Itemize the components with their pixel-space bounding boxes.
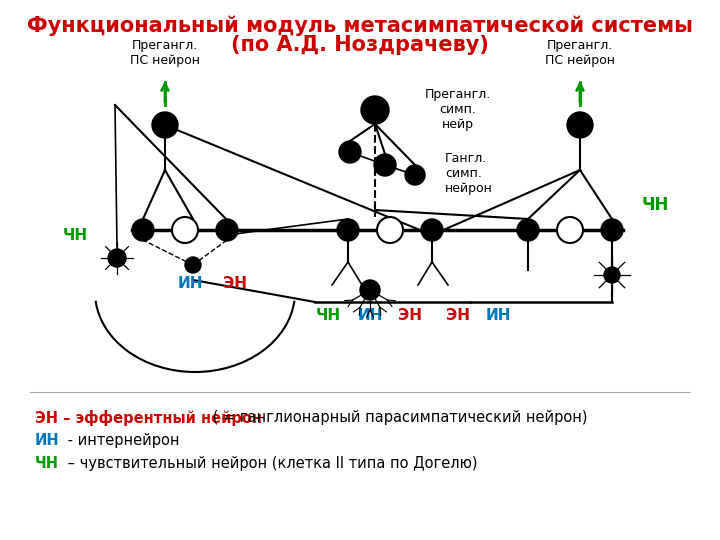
Circle shape: [361, 96, 389, 124]
Circle shape: [360, 280, 380, 300]
Text: Прегангл.
ПС нейрон: Прегангл. ПС нейрон: [130, 39, 200, 67]
Circle shape: [517, 219, 539, 241]
Circle shape: [216, 219, 238, 241]
Text: Гангл.
симп.
нейрон: Гангл. симп. нейрон: [445, 152, 493, 195]
Text: ИН: ИН: [485, 308, 510, 323]
Text: Функциональный модуль метасимпатической системы: Функциональный модуль метасимпатической …: [27, 15, 693, 36]
Circle shape: [601, 219, 623, 241]
Circle shape: [337, 219, 359, 241]
Text: ЧН: ЧН: [642, 196, 669, 214]
Circle shape: [172, 217, 198, 243]
Text: ЭН: ЭН: [223, 276, 247, 291]
Text: ( = ганглионарный парасимпатический нейрон): ( = ганглионарный парасимпатический нейр…: [208, 410, 588, 425]
Circle shape: [405, 165, 425, 185]
Circle shape: [421, 219, 443, 241]
Circle shape: [185, 257, 201, 273]
Text: ЭН – эфферентный нейрон: ЭН – эфферентный нейрон: [35, 410, 262, 426]
Text: ЭН: ЭН: [446, 308, 470, 323]
Text: – чувствительный нейрон (клетка II типа по Догелю): – чувствительный нейрон (клетка II типа …: [63, 456, 477, 471]
Text: Прегангл.
симп.
нейр: Прегангл. симп. нейр: [425, 88, 491, 131]
Text: ЧН: ЧН: [315, 308, 341, 323]
Circle shape: [108, 249, 126, 267]
Circle shape: [339, 141, 361, 163]
Text: ИН: ИН: [177, 276, 203, 291]
Circle shape: [604, 267, 620, 283]
Text: ЧН: ЧН: [63, 228, 88, 243]
Text: ИН: ИН: [35, 433, 60, 448]
Text: ЧН: ЧН: [35, 456, 59, 471]
Circle shape: [567, 112, 593, 138]
Circle shape: [152, 112, 178, 138]
Text: ЭН: ЭН: [398, 308, 422, 323]
Text: (по А.Д. Ноздрачеву): (по А.Д. Ноздрачеву): [231, 35, 489, 55]
Circle shape: [132, 219, 154, 241]
Text: Прегангл.
ПС нейрон: Прегангл. ПС нейрон: [545, 39, 615, 67]
Circle shape: [374, 154, 396, 176]
Text: ИН: ИН: [357, 308, 383, 323]
Circle shape: [377, 217, 403, 243]
Circle shape: [557, 217, 583, 243]
Text: - интернейрон: - интернейрон: [63, 433, 179, 448]
